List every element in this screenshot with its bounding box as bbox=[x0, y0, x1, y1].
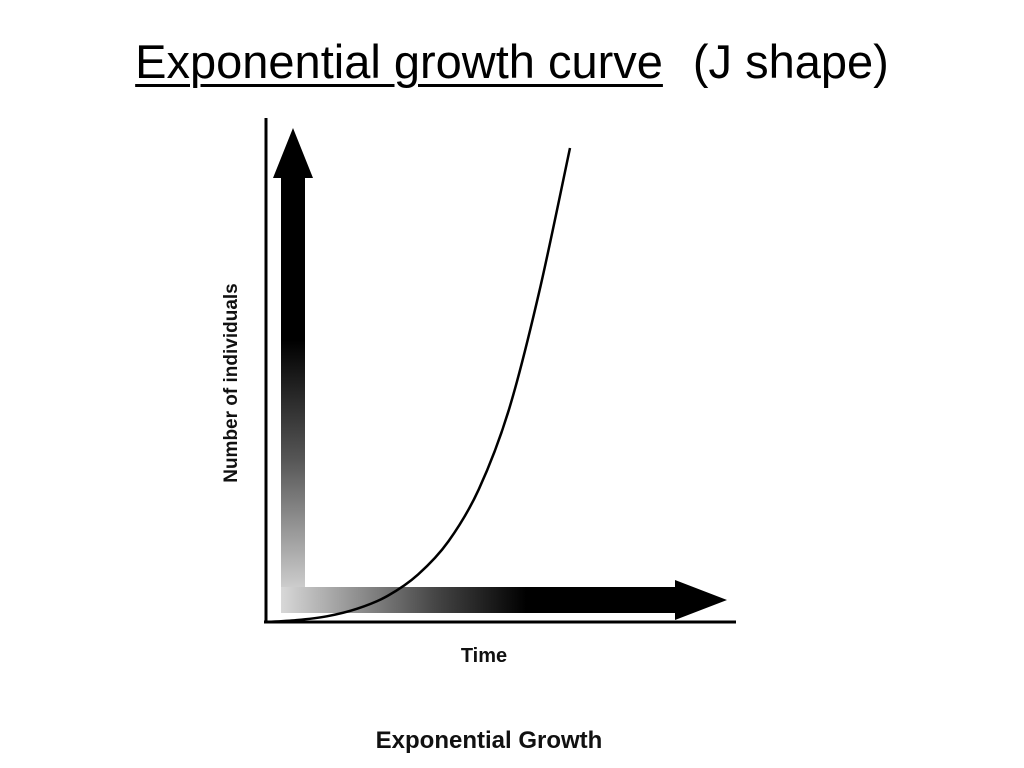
slide-title-main: Exponential growth curve bbox=[135, 35, 663, 88]
up-arrow-icon bbox=[273, 128, 313, 600]
x-axis-label: Time bbox=[461, 645, 507, 667]
slide-title-suffix: (J shape) bbox=[692, 35, 889, 88]
growth-curve bbox=[265, 147, 572, 624]
slide-title: Exponential growth curve (J shape) bbox=[0, 34, 1024, 90]
y-axis-label: Number of individuals bbox=[221, 283, 242, 483]
right-arrow-icon bbox=[281, 580, 727, 620]
chart-caption: Exponential Growth bbox=[376, 727, 603, 754]
